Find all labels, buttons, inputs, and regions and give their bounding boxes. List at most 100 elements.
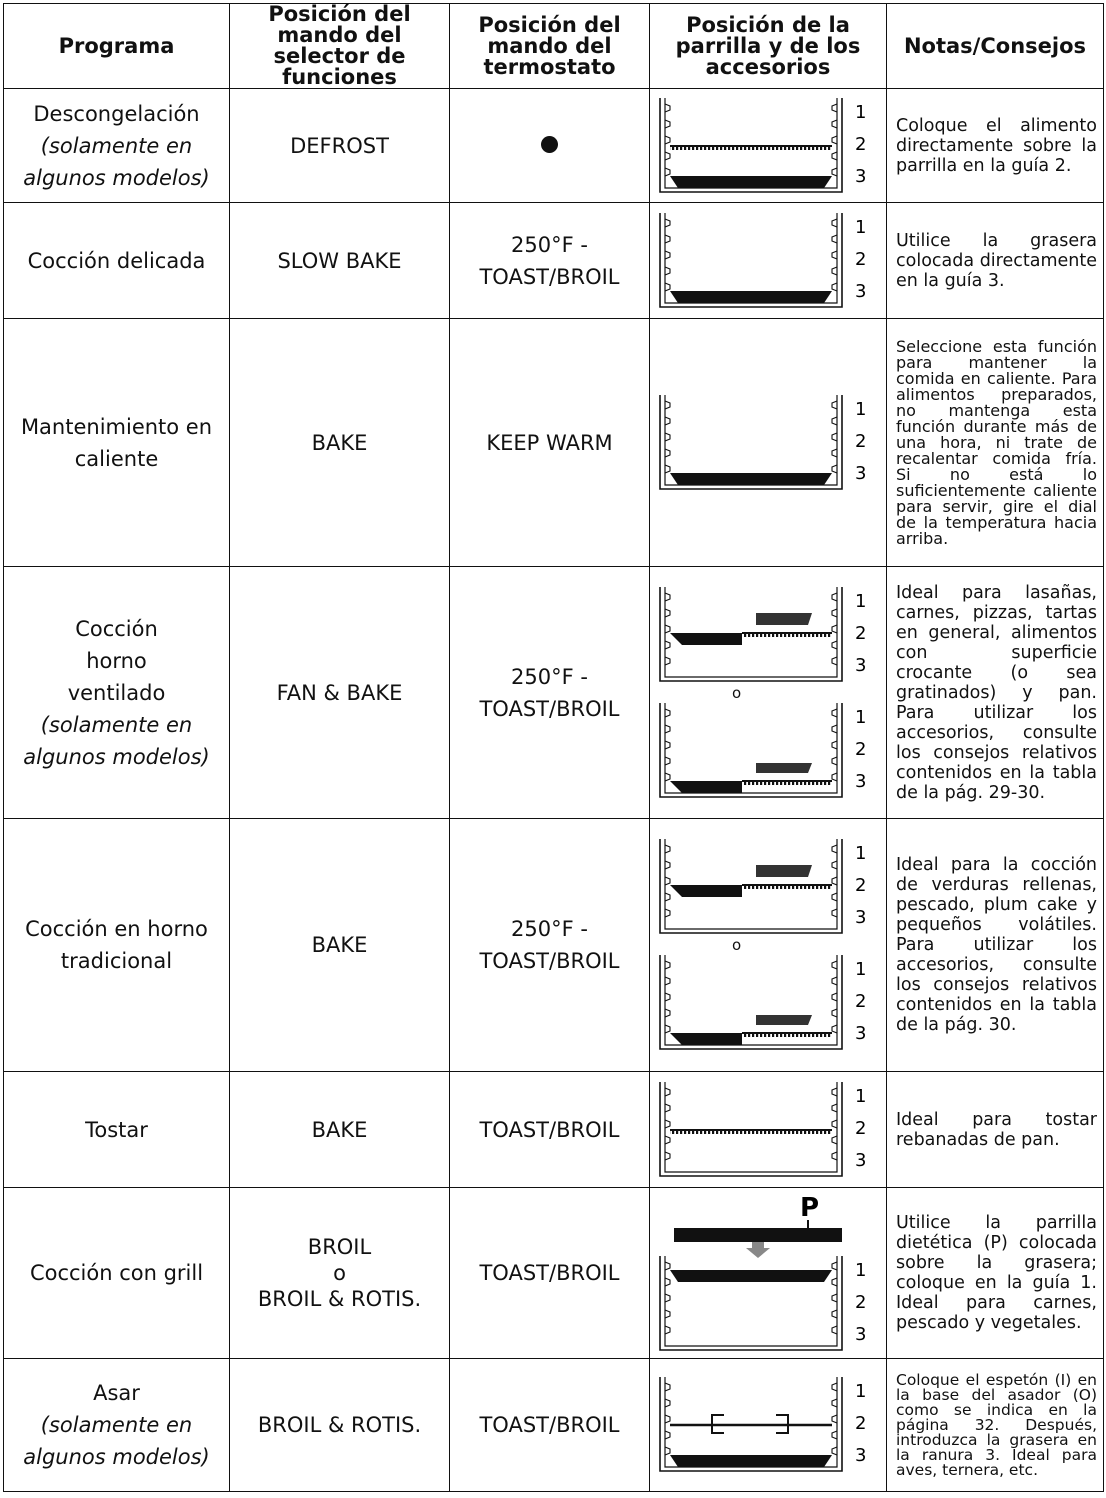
notes-cell: Ideal para lasañas, carnes, pizzas, tart… (886, 566, 1104, 819)
rack-diagram-cell: 1 2 3 (649, 318, 887, 567)
notes-cell: Utilice la grasera colocada directamente… (886, 202, 1104, 319)
program-cell: Cocción horno ventilado (solamente en al… (3, 566, 230, 819)
rack-diagram: 1 2 3 (659, 96, 866, 193)
drip-tray (670, 632, 742, 645)
thermostat-cell: TOAST/BROIL (449, 1187, 650, 1359)
rack-diagram: 1 2 3 (659, 585, 866, 682)
header-row: Programa Posición del mando del selector… (3, 3, 1104, 89)
level-3: 3 (855, 771, 866, 792)
level-2: 2 (855, 134, 866, 155)
header-selector: Posición del mando del selector de funci… (229, 3, 450, 89)
thermostat-cell: TOAST/BROIL (449, 1358, 650, 1492)
thermostat-cell: 250°F - TOAST/BROIL (449, 566, 650, 819)
table-row: Cocción en horno tradicional BAKE 250°F … (3, 818, 1104, 1072)
program-note: (solamente en algunos modelos) (23, 712, 210, 769)
wire-rack (670, 1128, 832, 1134)
program-cell: Mantenimiento en caliente (3, 318, 230, 567)
header-thermostat: Posición del mando del termostato (449, 3, 650, 89)
level-1: 1 (855, 591, 866, 612)
arrow-down-icon (746, 1248, 770, 1258)
program-name: Cocción delicada (27, 248, 206, 273)
program-cell: Cocción en horno tradicional (3, 818, 230, 1072)
level-1: 1 (855, 707, 866, 728)
level-2: 2 (855, 249, 866, 270)
level-3: 3 (855, 281, 866, 302)
diet-rack (674, 1228, 842, 1242)
program-cell: Asar (solamente en algunos modelos) (3, 1358, 230, 1492)
selector-cell: BAKE (229, 1071, 450, 1188)
program-cell: Cocción delicada (3, 202, 230, 319)
program-name: Cocción horno ventilado (67, 616, 166, 705)
table-row: Cocción horno ventilado (solamente en al… (3, 566, 1104, 819)
program-name: Cocción en horno tradicional (25, 917, 208, 973)
selector-alt: BROIL & ROTIS. (257, 1287, 422, 1311)
drip-tray (670, 472, 832, 485)
program-name: Tostar (85, 1117, 148, 1142)
level-2: 2 (855, 623, 866, 644)
thermostat-cell: 250°F - TOAST/BROIL (449, 818, 650, 1072)
program-name: Asar (93, 1381, 140, 1405)
rack-diagram: 1 2 3 (659, 954, 866, 1050)
baking-pan (756, 612, 812, 625)
selector-cell: BROIL & ROTIS. (229, 1358, 450, 1492)
level-2: 2 (855, 1413, 866, 1434)
program-cell: Descongelación (solamente en algunos mod… (3, 88, 230, 203)
header-rack: Posición de la parrilla y de los accesor… (649, 3, 887, 89)
filled-dot-icon (541, 135, 558, 153)
diagram-separator: o (732, 936, 742, 954)
level-2: 2 (855, 739, 866, 760)
table-row: Cocción con grill BROIL o BROIL & ROTIS.… (3, 1187, 1104, 1359)
level-2: 2 (855, 1118, 866, 1139)
level-2: 2 (855, 1292, 866, 1313)
level-3: 3 (855, 1445, 866, 1466)
drip-tray (670, 1033, 742, 1045)
notes-cell: Ideal para la cocción de verduras rellen… (886, 818, 1104, 1072)
drip-tray (670, 290, 832, 303)
level-1: 1 (855, 102, 866, 123)
level-3: 3 (855, 907, 866, 928)
rack-diagram: 1 2 3 (659, 393, 866, 490)
notes-cell: Utilice la parrilla dietética (P) coloca… (886, 1187, 1104, 1359)
rack-diagram-cell: 1 2 3 o 1 2 3 (649, 818, 887, 1072)
program-note: (solamente en algunos modelos) (23, 133, 210, 190)
rack-diagram: 1 2 3 (659, 701, 866, 798)
thermostat-cell: TOAST/BROIL (449, 1071, 650, 1188)
selector-or: o (333, 1261, 346, 1285)
drip-tray (670, 885, 742, 897)
drip-tray (670, 1455, 832, 1467)
level-2: 2 (855, 431, 866, 452)
level-1: 1 (855, 1086, 866, 1107)
level-1: 1 (855, 399, 866, 420)
program-name: Cocción con grill (29, 1261, 204, 1285)
drip-tray (670, 780, 742, 793)
level-3: 3 (855, 166, 866, 187)
rack-diagram: P 1 2 3 (659, 1193, 866, 1351)
rack-diagram-cell: 1 2 3 (649, 88, 887, 203)
rack-diagram: 1 2 3 (659, 838, 866, 934)
table-row: Mantenimiento en caliente BAKE KEEP WARM… (3, 318, 1104, 567)
level-1: 1 (855, 843, 866, 864)
selector-cell: FAN & BAKE (229, 566, 450, 819)
selector-cell: BAKE (229, 818, 450, 1072)
header-notes: Notas/Consejos (886, 3, 1104, 89)
rack-diagram-cell: 1 2 3 (649, 1358, 887, 1492)
drip-tray (670, 1270, 832, 1282)
level-3: 3 (855, 463, 866, 484)
thermostat-cell: 250°F - TOAST/BROIL (449, 202, 650, 319)
level-1: 1 (855, 959, 866, 980)
notes-cell: Seleccione esta función para mantener la… (886, 318, 1104, 567)
program-cell: Tostar (3, 1071, 230, 1188)
program-name: Mantenimiento en caliente (20, 414, 213, 471)
level-1: 1 (855, 217, 866, 238)
selector-cell: SLOW BAKE (229, 202, 450, 319)
level-2: 2 (855, 991, 866, 1012)
baking-pan (756, 1015, 812, 1025)
table-row: Tostar BAKE TOAST/BROIL 1 2 3 Ideal para… (3, 1071, 1104, 1188)
rack-diagram-cell: 1 2 3 o 1 2 3 (649, 566, 887, 819)
table-row: Descongelación (solamente en algunos mod… (3, 88, 1104, 203)
selector-cell: DEFROST (229, 88, 450, 203)
selector-cell: BROIL o BROIL & ROTIS. (229, 1187, 450, 1359)
level-3: 3 (855, 1023, 866, 1044)
program-name: Descongelación (33, 101, 200, 126)
table-row: Cocción delicada SLOW BAKE 250°F - TOAST… (3, 202, 1104, 319)
